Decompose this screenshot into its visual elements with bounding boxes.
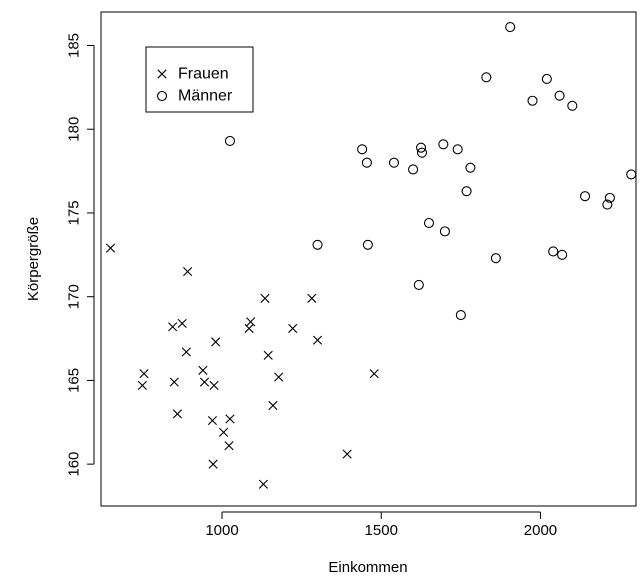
point-maenner <box>604 192 615 203</box>
x-axis-label: Einkommen <box>328 559 407 576</box>
point-frauen <box>263 350 273 360</box>
point-frauen <box>177 318 187 329</box>
point-frauen <box>208 459 218 469</box>
point-frauen <box>211 337 221 347</box>
y-tick-label: 170 <box>66 284 83 309</box>
point-maenner <box>602 199 613 210</box>
point-frauen <box>260 293 270 303</box>
point-frauen <box>224 441 234 451</box>
y-tick-label: 185 <box>66 33 83 58</box>
point-frauen <box>168 322 178 332</box>
point-maenner <box>626 169 637 180</box>
x-axis: 1000 1500 2000 <box>205 511 557 539</box>
point-frauen <box>219 427 229 437</box>
point-maenner <box>388 157 400 168</box>
point-frauen <box>258 479 268 489</box>
point-maenner <box>481 72 492 83</box>
point-frauen <box>105 243 116 253</box>
point-frauen <box>207 416 218 426</box>
point-maenner <box>579 191 591 202</box>
point-maenner <box>541 73 552 85</box>
point-maenner <box>312 239 323 250</box>
point-maenner <box>408 164 419 175</box>
point-frauen <box>181 347 191 357</box>
y-axis: 160 165 170 175 180 185 <box>66 33 95 477</box>
point-maenner <box>567 100 578 111</box>
point-frauen <box>198 365 208 375</box>
legend: Frauen Männer <box>145 46 254 113</box>
point-frauen <box>307 293 317 303</box>
point-frauen <box>312 335 323 345</box>
point-frauen <box>274 372 284 382</box>
point-maenner <box>416 147 428 158</box>
point-maenner <box>461 186 472 197</box>
legend-label: Männer <box>178 88 233 105</box>
y-tick-label: 165 <box>66 368 83 393</box>
point-maenner <box>455 310 466 321</box>
y-tick-label: 160 <box>66 452 83 477</box>
point-frauen <box>209 380 219 391</box>
point-maenner <box>357 144 368 155</box>
point-maenner <box>465 162 476 173</box>
point-maenner <box>554 90 565 101</box>
x-tick-label: 1000 <box>205 522 238 539</box>
point-maenner <box>439 226 450 237</box>
point-frauen <box>225 414 235 424</box>
point-maenner <box>490 253 501 264</box>
point-maenner <box>361 157 372 168</box>
point-frauen <box>342 449 352 459</box>
y-tick-label: 175 <box>66 200 83 225</box>
point-frauen <box>369 369 379 379</box>
point-maenner <box>452 144 463 155</box>
point-frauen <box>199 377 210 387</box>
point-frauen <box>139 369 149 379</box>
point-frauen <box>288 323 298 334</box>
point-maenner <box>423 217 435 229</box>
point-maenner <box>505 22 516 33</box>
legend-label: Frauen <box>178 66 229 83</box>
point-maenner <box>548 246 559 257</box>
point-frauen <box>137 380 147 391</box>
point-maenner <box>362 239 373 250</box>
x-tick-label: 2000 <box>524 522 557 539</box>
point-maenner <box>415 142 427 153</box>
legend-circle-icon <box>156 90 168 102</box>
y-axis-label: Körpergröße <box>25 217 42 301</box>
point-maenner <box>413 279 424 291</box>
point-maenner <box>527 95 538 106</box>
point-frauen <box>172 409 183 419</box>
point-maenner <box>224 135 236 146</box>
point-frauen <box>268 400 278 411</box>
legend-box <box>145 46 254 113</box>
point-frauen <box>169 377 179 387</box>
point-frauen <box>183 266 193 277</box>
data-points <box>105 22 637 489</box>
y-tick-label: 180 <box>66 117 83 142</box>
plot-area-frame <box>100 11 637 507</box>
point-frauen <box>246 317 256 327</box>
point-maenner <box>557 249 568 260</box>
point-maenner <box>438 139 449 150</box>
x-tick-label: 1500 <box>365 522 398 539</box>
legend-cross-icon <box>157 69 167 79</box>
